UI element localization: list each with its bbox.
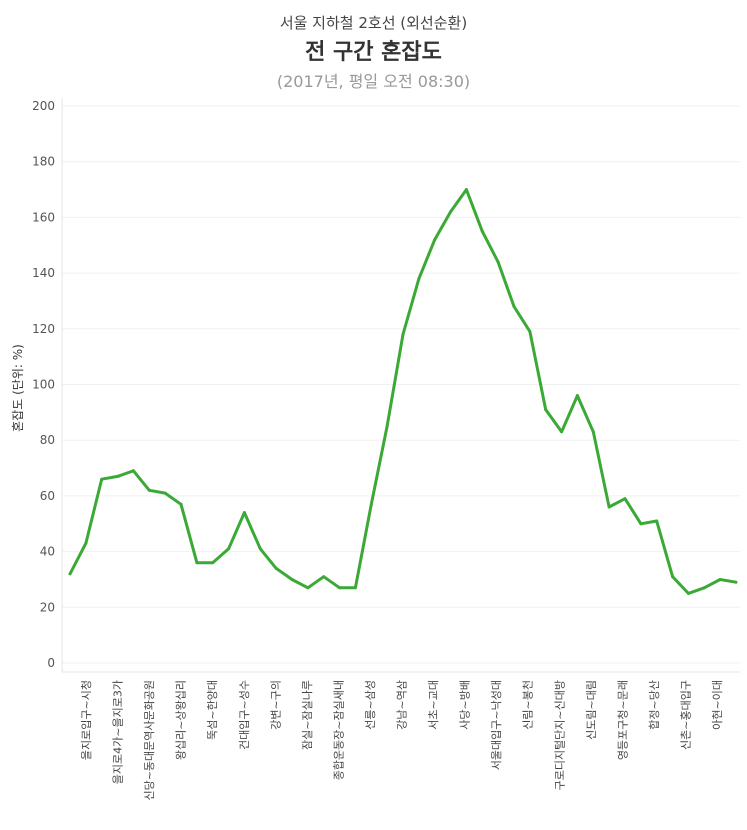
x-axis-ticks: 을지로입구~시청 을지로4가~을지로3가 신당~동대문역사문화공원 왕십리~상왕십리 뚝… [80, 680, 724, 801]
chart-subtitle: (2017년, 평일 오전 08:30) [276, 72, 471, 91]
data-point[interactable] [211, 561, 215, 565]
x-tick-label: 을지로4가~을지로3가 [112, 680, 125, 784]
data-point[interactable] [84, 541, 88, 545]
x-tick-label: 선릉~삼성 [364, 680, 377, 730]
data-point[interactable] [623, 497, 627, 501]
data-point[interactable] [100, 477, 104, 481]
data-point[interactable] [528, 330, 532, 334]
data-point[interactable] [417, 277, 421, 281]
x-tick-label: 뚝섬~한양대 [206, 680, 219, 740]
data-point[interactable] [322, 575, 326, 579]
data-point[interactable] [671, 575, 675, 579]
y-tick-label: 0 [47, 656, 55, 670]
data-point[interactable] [591, 430, 595, 434]
y-tick-label: 140 [32, 266, 55, 280]
data-point[interactable] [290, 578, 294, 581]
data-point[interactable] [449, 210, 453, 214]
data-point[interactable] [401, 332, 405, 336]
x-tick-label: 사당~방배 [459, 680, 472, 730]
data-point[interactable] [163, 491, 167, 495]
data-point[interactable] [306, 586, 310, 590]
x-tick-label: 신도림~대림 [585, 680, 598, 740]
y-tick-label: 60 [40, 489, 55, 503]
data-point[interactable] [575, 394, 579, 398]
series-layer [68, 188, 738, 595]
data-point[interactable] [480, 229, 484, 233]
chart-title: 전 구간 혼잡도 [305, 40, 442, 65]
y-tick-label: 160 [32, 210, 55, 224]
x-tick-label: 종합운동장~잠실새내 [332, 680, 345, 780]
x-tick-label: 을지로입구~시청 [80, 680, 93, 760]
x-tick-label: 구로디지털단지~신대방 [553, 680, 566, 790]
x-tick-label: 신림~봉천 [521, 680, 535, 730]
y-tick-label: 20 [40, 600, 55, 614]
data-point[interactable] [496, 260, 500, 264]
series-line [68, 188, 737, 595]
x-tick-label: 신촌~홍대입구 [679, 680, 693, 750]
data-point[interactable] [242, 511, 246, 515]
x-tick-label: 강남~역삼 [396, 680, 409, 730]
grid-lines [61, 98, 740, 673]
y-tick-label: 200 [32, 99, 55, 113]
x-tick-label: 건대입구~성수 [238, 680, 251, 750]
data-point[interactable] [68, 572, 72, 576]
x-tick-label: 강변~구의 [269, 680, 282, 730]
x-tick-label: 신당~동대문역사문화공원 [143, 680, 156, 801]
data-point[interactable] [512, 305, 516, 308]
y-tick-label: 80 [40, 433, 55, 447]
data-point[interactable] [227, 547, 231, 551]
y-tick-label: 180 [32, 155, 55, 169]
data-point[interactable] [385, 424, 389, 428]
y-tick-label: 100 [32, 378, 55, 392]
x-tick-label: 합정~당산 [648, 680, 661, 730]
data-point[interactable] [686, 591, 690, 595]
x-tick-label: 왕십리~상왕십리 [175, 680, 188, 760]
data-point[interactable] [179, 502, 183, 506]
data-point[interactable] [655, 519, 659, 523]
x-tick-label: 서울대입구~낙성대 [490, 680, 503, 770]
y-tick-label: 120 [32, 322, 55, 336]
data-point[interactable] [274, 566, 278, 570]
y-axis-ticks: 0 20 40 60 80 100 120 140 160 180 200 [32, 99, 55, 670]
data-point[interactable] [258, 547, 262, 551]
y-tick-label: 40 [40, 545, 55, 559]
data-point[interactable] [116, 474, 120, 478]
x-tick-label: 아현~이대 [711, 680, 724, 730]
data-point[interactable] [353, 586, 357, 590]
data-point[interactable] [147, 488, 151, 492]
data-point[interactable] [734, 580, 738, 584]
data-point[interactable] [607, 505, 611, 509]
data-point[interactable] [464, 188, 468, 192]
data-point[interactable] [639, 522, 643, 526]
data-point[interactable] [702, 586, 706, 590]
data-point[interactable] [369, 502, 373, 506]
data-point[interactable] [433, 238, 437, 242]
data-point[interactable] [338, 586, 342, 590]
data-point[interactable] [560, 430, 564, 434]
x-tick-label: 잠실~잠실나루 [301, 680, 314, 750]
data-point[interactable] [195, 561, 199, 565]
data-point[interactable] [544, 408, 548, 412]
x-tick-label: 영등포구청~문래 [616, 680, 629, 760]
y-axis-label: 혼잡도 (단위: %) [11, 344, 25, 432]
x-tick-label: 서초~교대 [427, 680, 440, 730]
data-point[interactable] [718, 578, 722, 581]
data-point[interactable] [131, 469, 135, 473]
chart-suptitle: 서울 지하철 2호선 (외선순환) [279, 14, 468, 32]
